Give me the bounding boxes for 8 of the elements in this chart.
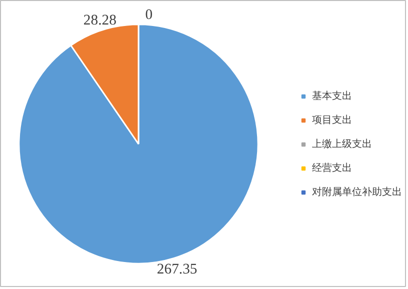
legend-label: 基本支出	[312, 90, 352, 102]
data-label: 28.28	[83, 12, 116, 28]
text: 0	[145, 7, 153, 24]
data-label: 267.35	[156, 262, 198, 278]
legend-label: 上缴上级支出	[312, 138, 372, 150]
legend-label: 经营支出	[312, 162, 352, 174]
legend-label: 项目支出	[312, 114, 352, 126]
legend-label: 对附属单位补助支出	[312, 186, 402, 198]
